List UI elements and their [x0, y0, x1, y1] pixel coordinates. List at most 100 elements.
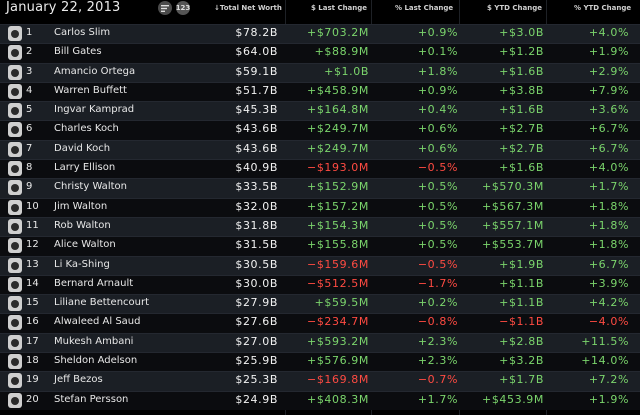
row-divider [0, 236, 640, 238]
person-name: Warren Buffett [54, 84, 127, 96]
net-worth-value: $24.9B [235, 392, 278, 406]
row-divider [0, 139, 640, 141]
person-name: Bill Gates [54, 46, 102, 58]
person-name: Bernard Arnault [54, 277, 134, 289]
pct-last-change-value: +0.5% [417, 199, 458, 213]
net-worth-value: $43.6B [235, 141, 278, 155]
pct-ytd-change-value: +1.8% [588, 199, 629, 213]
ytd-change-value: +$570.3M [482, 180, 544, 194]
ytd-change-value: +$1.6B [499, 64, 544, 78]
person-name: Carlos Slim [54, 27, 111, 38]
col-last-change-header[interactable]: $ Last Change [311, 4, 368, 12]
row-divider [0, 178, 640, 180]
pct-last-change-value: +0.4% [417, 103, 458, 117]
pct-ytd-change-value: +6.7% [588, 141, 629, 155]
row-divider [0, 255, 640, 257]
person-portrait-icon [8, 315, 22, 331]
pct-ytd-change-value: +4.0% [588, 161, 629, 175]
pct-ytd-change-value: +14.0% [581, 354, 629, 368]
row-divider [0, 332, 640, 334]
table-row[interactable]: 3 Amancio Ortega $59.1B +$1.0B +1.8% +$1.6B +2… [0, 62, 640, 82]
person-portrait-icon [8, 334, 22, 350]
col-pct-last-change-header[interactable]: % Last Change [395, 4, 454, 12]
person-portrait-icon [8, 26, 22, 41]
rank-label: 11 [26, 219, 39, 231]
pct-last-change-value: +0.6% [417, 141, 458, 155]
table-row[interactable]: 2 Bill Gates $64.0B +$88.9M +0.1% +$1.2B +1.9% [0, 43, 640, 63]
rank-label: 5 [26, 104, 33, 116]
person-portrait-icon [8, 103, 22, 119]
pct-ytd-change-value: +3.9% [588, 276, 629, 290]
last-change-value: +$458.9M [307, 83, 369, 97]
table-row[interactable]: 5 Ingvar Kamprad $45.3B +$164.8M +0.4% +$1.6B… [0, 101, 640, 121]
person-portrait-icon [8, 238, 22, 254]
net-worth-value: $25.9B [235, 354, 278, 368]
rank-label: 20 [26, 393, 39, 405]
rank-label: 18 [26, 355, 39, 367]
table-row[interactable]: 20 Stefan Persson $24.9B +$408.3M +1.7% +$453… [0, 390, 640, 410]
net-worth-value: $25.3B [235, 373, 278, 387]
rank-label: 13 [26, 258, 39, 270]
person-name: Amancio Ortega [54, 65, 136, 77]
list-view-icon[interactable] [158, 1, 172, 15]
col-pct-ytd-change-header[interactable]: % YTD Change [574, 4, 632, 12]
row-divider [0, 62, 640, 64]
pct-ytd-change-value: −4.0% [588, 315, 629, 329]
col-net-worth-header[interactable]: ↓Total Net Worth [214, 4, 282, 12]
table-row[interactable]: 17 Mukesh Ambani $27.0B +$593.2M +2.3% +$2.8B… [0, 332, 640, 353]
row-divider [0, 81, 640, 83]
table-row[interactable]: 4 Warren Buffett $51.7B +$458.9M +0.9% +$3.8B… [0, 81, 640, 102]
ytd-change-value: +$1.1B [499, 296, 544, 310]
table-row[interactable]: 15 Liliane Bettencourt $27.9B +$59.5M +0.2% +… [0, 294, 640, 314]
rank-label: 19 [26, 374, 39, 386]
table-row[interactable]: 1 Carlos Slim $78.2B +$703.2M +0.9% +$3.0B +4.… [0, 24, 640, 44]
pct-last-change-value: +0.9% [417, 26, 458, 39]
table-row[interactable]: 8 Larry Ellison $40.9B −$193.0M −0.5% +$1.6B +… [0, 159, 640, 179]
pct-ytd-change-value: +6.7% [588, 122, 629, 136]
ytd-change-value: +$2.8B [499, 334, 544, 348]
table-row[interactable]: 18 Sheldon Adelson $25.9B +$576.9M +2.3% +$3.… [0, 352, 640, 372]
person-name: Mukesh Ambani [54, 335, 134, 347]
ytd-change-value: +$453.9M [482, 392, 544, 406]
ytd-change-value: +$3.0B [499, 26, 544, 39]
number-view-icon[interactable]: 123 [176, 1, 190, 15]
table-row[interactable]: 19 Jeff Bezos $25.3B −$169.8M −0.7% +$1.7B +7.… [0, 371, 640, 391]
pct-last-change-value: +0.2% [417, 296, 458, 310]
col-ytd-change-header[interactable]: $ YTD Change [487, 4, 542, 12]
table-row[interactable]: 13 Li Ka-Shing $30.5B −$159.6M −0.5% +$1.9B +6… [0, 255, 640, 275]
person-name: Li Ka-Shing [54, 258, 110, 270]
net-worth-value: $43.6B [235, 122, 278, 136]
last-change-value: +$249.7M [307, 122, 369, 136]
last-change-value: +$154.3M [307, 218, 369, 232]
pct-last-change-value: +2.3% [417, 354, 458, 368]
ytd-change-value: +$1.1B [499, 276, 544, 290]
rank-label: 2 [26, 46, 33, 58]
person-portrait-icon [8, 199, 22, 215]
table-row[interactable]: 12 Alice Walton $31.5B +$155.8M +0.5% +$553.7… [0, 236, 640, 256]
table-row[interactable]: 9 Christy Walton $33.5B +$152.9M +0.5% +$570.… [0, 178, 640, 198]
table-row[interactable]: 14 Bernard Arnault $30.0B −$512.5M −1.7% +$1.… [0, 274, 640, 295]
last-change-value: +$59.5M [314, 296, 369, 310]
pct-ytd-change-value: +7.9% [588, 83, 629, 97]
person-portrait-icon [8, 354, 22, 370]
person-name: Jeff Bezos [54, 374, 103, 386]
table-row[interactable]: 10 Jim Walton $32.0B +$157.2M +0.5% +$567.3M +… [0, 197, 640, 217]
table-row[interactable]: 11 Rob Walton $31.8B +$154.3M +0.5% +$557.1M +… [0, 216, 640, 237]
last-change-value: −$193.0M [307, 161, 369, 175]
pct-ytd-change-value: +3.6% [588, 103, 629, 117]
table-row[interactable]: 16 Alwaleed Al Saud $27.6B −$234.7M −0.8% −$1… [0, 313, 640, 333]
table-row[interactable]: 6 Charles Koch $43.6B +$249.7M +0.6% +$2.7B +6… [0, 120, 640, 140]
pct-ytd-change-value: +11.5% [581, 334, 629, 348]
pct-last-change-value: +0.6% [417, 122, 458, 136]
person-name: Stefan Persson [54, 393, 129, 405]
row-divider [0, 371, 640, 373]
ytd-change-value: +$553.7M [482, 238, 544, 252]
net-worth-value: $27.6B [235, 315, 278, 329]
row-divider [0, 197, 640, 199]
person-name: Liliane Bettencourt [54, 297, 150, 309]
person-name: Alwaleed Al Saud [54, 316, 141, 328]
rank-label: 17 [26, 335, 39, 347]
pct-ytd-change-value: +1.9% [588, 45, 629, 59]
pct-ytd-change-value: +1.8% [588, 238, 629, 252]
table-row[interactable]: 7 David Koch $43.6B +$249.7M +0.6% +$2.7B +6.7… [0, 139, 640, 160]
